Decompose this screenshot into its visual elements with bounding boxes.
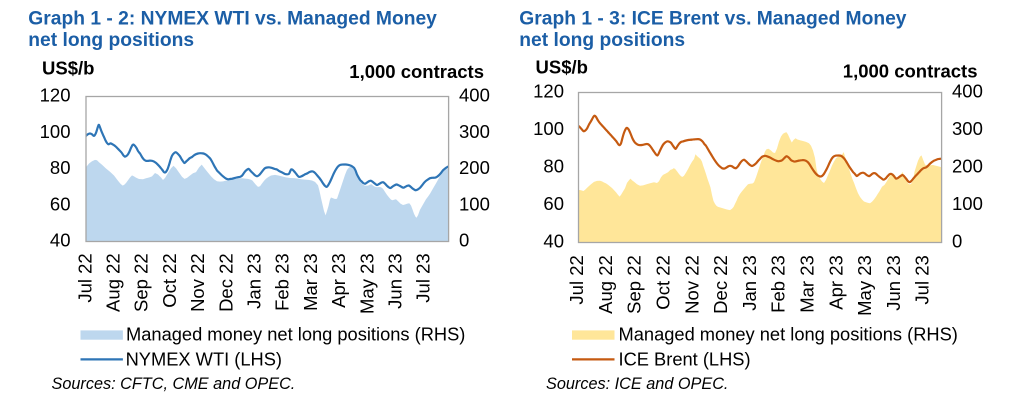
- svg-text:Dec 22: Dec 22: [710, 255, 731, 314]
- svg-text:400: 400: [459, 85, 490, 106]
- svg-text:Jun 23: Jun 23: [883, 255, 904, 311]
- svg-text:Jul 23: Jul 23: [912, 255, 933, 304]
- svg-text:40: 40: [50, 230, 71, 251]
- svg-text:100: 100: [40, 121, 71, 142]
- svg-text:60: 60: [543, 193, 564, 214]
- svg-text:1,000 contracts: 1,000 contracts: [843, 60, 978, 81]
- svg-text:Mar 23: Mar 23: [300, 253, 321, 311]
- svg-text:Sep 22: Sep 22: [131, 253, 152, 312]
- svg-text:300: 300: [459, 121, 490, 142]
- svg-text:Jan 23: Jan 23: [739, 255, 760, 311]
- svg-text:May 23: May 23: [356, 253, 377, 314]
- svg-text:Mar 23: Mar 23: [797, 255, 818, 313]
- svg-text:Sep 22: Sep 22: [624, 255, 645, 314]
- svg-text:ICE Brent (LHS): ICE Brent (LHS): [619, 348, 751, 369]
- svg-text:Jul 22: Jul 22: [74, 253, 95, 302]
- svg-text:Managed money net long positio: Managed money net long positions (RHS): [126, 323, 465, 344]
- svg-text:Jul 23: Jul 23: [413, 253, 434, 302]
- svg-text:net long positions: net long positions: [519, 30, 685, 51]
- svg-text:Nov 22: Nov 22: [187, 253, 208, 312]
- svg-text:Aug 22: Aug 22: [103, 253, 124, 312]
- svg-text:Jan 23: Jan 23: [244, 253, 265, 309]
- svg-text:net long positions: net long positions: [28, 30, 194, 51]
- svg-text:0: 0: [459, 230, 469, 251]
- svg-text:Jun 23: Jun 23: [385, 253, 406, 309]
- svg-text:400: 400: [952, 81, 983, 102]
- svg-text:Jul 22: Jul 22: [566, 255, 587, 304]
- svg-text:80: 80: [50, 157, 71, 178]
- svg-text:200: 200: [952, 156, 983, 177]
- svg-text:100: 100: [459, 193, 490, 214]
- svg-text:1,000 contracts: 1,000 contracts: [349, 61, 484, 82]
- svg-text:Oct 22: Oct 22: [159, 253, 180, 307]
- svg-text:May 23: May 23: [854, 255, 875, 316]
- svg-text:Oct 22: Oct 22: [653, 255, 674, 310]
- svg-text:60: 60: [50, 193, 71, 214]
- svg-text:NYMEX WTI (LHS): NYMEX WTI (LHS): [126, 348, 282, 369]
- svg-text:40: 40: [543, 231, 564, 252]
- svg-text:100: 100: [533, 118, 564, 139]
- svg-text:Nov 22: Nov 22: [681, 255, 702, 314]
- svg-text:120: 120: [40, 85, 71, 106]
- svg-text:US$/b: US$/b: [42, 57, 94, 78]
- svg-text:Feb 23: Feb 23: [768, 255, 789, 313]
- svg-text:Feb 23: Feb 23: [272, 253, 293, 311]
- svg-text:200: 200: [459, 157, 490, 178]
- svg-text:Sources: ICE and OPEC.: Sources: ICE and OPEC.: [546, 375, 728, 393]
- svg-text:Graph 1 - 2: NYMEX WTI vs. Man: Graph 1 - 2: NYMEX WTI vs. Managed Money: [28, 9, 437, 30]
- svg-text:Apr 23: Apr 23: [825, 255, 846, 310]
- svg-text:Graph 1 - 3: ICE Brent vs. Man: Graph 1 - 3: ICE Brent vs. Managed Money: [519, 9, 907, 30]
- svg-text:0: 0: [952, 231, 962, 252]
- svg-text:Aug 22: Aug 22: [595, 255, 616, 314]
- svg-text:Sources: CFTC, CME and OPEC.: Sources: CFTC, CME and OPEC.: [52, 375, 296, 393]
- svg-text:US$/b: US$/b: [536, 56, 588, 77]
- svg-text:Apr 23: Apr 23: [328, 253, 349, 308]
- svg-text:120: 120: [533, 81, 564, 102]
- svg-text:300: 300: [952, 118, 983, 139]
- svg-text:80: 80: [543, 156, 564, 177]
- svg-text:Managed money net long positio: Managed money net long positions (RHS): [619, 323, 958, 344]
- svg-text:100: 100: [952, 193, 983, 214]
- svg-text:Dec 22: Dec 22: [215, 253, 236, 312]
